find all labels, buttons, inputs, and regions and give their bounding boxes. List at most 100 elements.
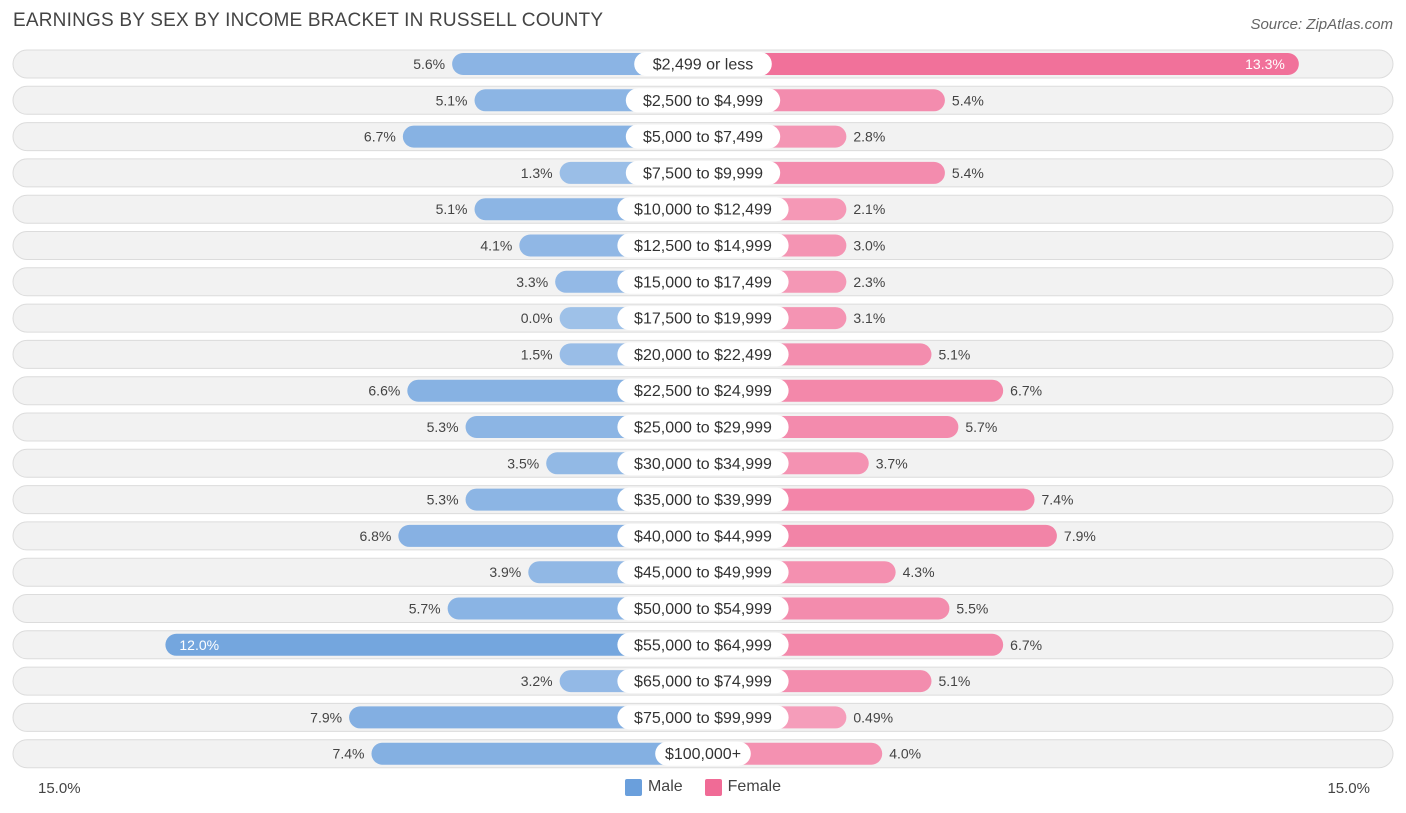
male-value-label: 4.1% bbox=[480, 238, 512, 254]
female-value-label: 2.3% bbox=[853, 274, 885, 290]
male-value-label: 3.9% bbox=[489, 564, 521, 580]
bar-row: 12.0% 6.7% $55,000 to $64,999 bbox=[12, 630, 1394, 660]
legend-swatch-male bbox=[624, 778, 642, 796]
category-label: $55,000 to $64,999 bbox=[634, 637, 772, 654]
category-label: $50,000 to $54,999 bbox=[634, 601, 772, 618]
category-label-background bbox=[617, 560, 789, 585]
category-label: $7,500 to $9,999 bbox=[643, 165, 763, 182]
female-value-label: 0.49% bbox=[853, 709, 893, 725]
category-label-background bbox=[617, 669, 789, 694]
category-label: $12,500 to $14,999 bbox=[634, 238, 772, 255]
female-bar bbox=[703, 524, 1057, 547]
bar-row: 5.1% 5.4% $2,500 to $4,999 bbox=[12, 85, 1394, 115]
category-label-background bbox=[617, 306, 789, 331]
female-value-label: 6.7% bbox=[1010, 637, 1042, 653]
category-label: $40,000 to $44,999 bbox=[634, 528, 772, 545]
male-value-label: 5.1% bbox=[436, 92, 468, 108]
category-label-background bbox=[617, 451, 789, 476]
female-value-label: 3.7% bbox=[876, 455, 908, 471]
source-label: Source: ZipAtlas.com bbox=[1250, 16, 1393, 33]
female-value-label: 5.5% bbox=[956, 601, 988, 617]
female-value-label: 2.8% bbox=[853, 129, 885, 145]
bar-row: 7.9% 0.49% $75,000 to $99,999 bbox=[12, 702, 1394, 732]
bar-row: 5.3% 7.4% $35,000 to $39,999 bbox=[12, 485, 1394, 515]
male-value-label: 5.7% bbox=[409, 601, 441, 617]
male-value-label: 5.3% bbox=[427, 419, 459, 435]
male-value-label: 7.4% bbox=[333, 746, 365, 762]
bar-row: 1.5% 5.1% $20,000 to $22,499 bbox=[12, 339, 1394, 369]
legend-label-male: Male bbox=[647, 778, 683, 795]
bar-row: 5.7% 5.5% $50,000 to $54,999 bbox=[12, 594, 1394, 623]
male-value-label: 3.5% bbox=[507, 455, 539, 471]
category-label-background bbox=[625, 160, 781, 185]
bar-row: 5.1% 2.1% $10,000 to $12,499 bbox=[12, 194, 1394, 224]
category-label-background bbox=[617, 233, 789, 258]
category-label: $20,000 to $22,499 bbox=[634, 347, 772, 364]
category-label: $2,499 or less bbox=[653, 57, 754, 74]
bar-row: 0.0% 3.1% $17,500 to $19,999 bbox=[12, 303, 1394, 333]
female-value-label: 5.1% bbox=[938, 346, 970, 362]
category-label: $17,500 to $19,999 bbox=[634, 311, 772, 328]
female-value-label: 7.4% bbox=[1042, 492, 1074, 508]
bar-row: 6.8% 7.9% $40,000 to $44,999 bbox=[12, 521, 1394, 551]
chart-title: EARNINGS BY SEX BY INCOME BRACKET IN RUS… bbox=[13, 10, 604, 31]
axis-label-right: 15.0% bbox=[1327, 780, 1370, 797]
bar-row: 3.3% 2.3% $15,000 to $17,499 bbox=[12, 267, 1394, 297]
bar-row: 6.7% 2.8% $5,000 to $7,499 bbox=[12, 122, 1394, 152]
category-label: $2,500 to $4,999 bbox=[643, 93, 763, 110]
axis-label-left: 15.0% bbox=[38, 780, 81, 797]
legend-swatch-female bbox=[704, 778, 722, 796]
category-label: $5,000 to $7,499 bbox=[643, 129, 763, 146]
male-value-label: 1.5% bbox=[521, 346, 553, 362]
male-value-label: 5.1% bbox=[436, 201, 468, 217]
male-value-label: 7.9% bbox=[310, 709, 342, 725]
male-value-label: 1.3% bbox=[521, 165, 553, 181]
bar-row: 5.6% 13.3% $2,499 or less bbox=[12, 49, 1394, 79]
male-bar bbox=[371, 742, 703, 765]
male-bar bbox=[165, 633, 703, 656]
category-label-background bbox=[617, 269, 789, 294]
female-value-label: 3.1% bbox=[853, 310, 885, 326]
female-value-label: 6.7% bbox=[1010, 383, 1042, 399]
male-value-label: 0.0% bbox=[521, 310, 553, 326]
bar-row: 3.5% 3.7% $30,000 to $34,999 bbox=[12, 448, 1394, 478]
category-label: $35,000 to $39,999 bbox=[634, 492, 772, 509]
category-label-background bbox=[617, 415, 789, 439]
category-label-background bbox=[655, 741, 751, 766]
bar-row: 6.6% 6.7% $22,500 to $24,999 bbox=[12, 376, 1394, 406]
female-value-label: 5.4% bbox=[952, 165, 984, 181]
category-label: $75,000 to $99,999 bbox=[634, 710, 772, 727]
female-value-label: 13.3% bbox=[1245, 56, 1285, 72]
male-value-label: 5.3% bbox=[427, 492, 459, 508]
legend-item-male[interactable]: Male bbox=[624, 778, 683, 796]
category-label: $30,000 to $34,999 bbox=[634, 456, 772, 473]
category-label-background bbox=[634, 52, 772, 76]
male-bar bbox=[349, 706, 703, 729]
category-label-background bbox=[625, 88, 781, 113]
legend-item-female[interactable]: Female bbox=[704, 778, 782, 796]
male-value-label: 6.6% bbox=[368, 383, 400, 399]
bar-row: 3.2% 5.1% $65,000 to $74,999 bbox=[12, 666, 1394, 696]
female-value-label: 7.9% bbox=[1064, 528, 1096, 544]
legend: Male Female bbox=[0, 778, 1406, 796]
female-value-label: 5.1% bbox=[938, 673, 970, 689]
category-label: $22,500 to $24,999 bbox=[634, 383, 772, 400]
category-label: $65,000 to $74,999 bbox=[634, 674, 772, 691]
male-value-label: 3.2% bbox=[521, 673, 553, 689]
female-value-label: 5.7% bbox=[965, 419, 997, 435]
legend-label-female: Female bbox=[727, 778, 782, 795]
bar-row: 5.3% 5.7% $25,000 to $29,999 bbox=[12, 412, 1394, 442]
category-label-background bbox=[617, 705, 789, 730]
female-value-label: 4.3% bbox=[903, 564, 935, 580]
male-value-label: 5.6% bbox=[413, 56, 445, 72]
female-value-label: 5.4% bbox=[952, 92, 984, 108]
category-label: $45,000 to $49,999 bbox=[634, 565, 772, 582]
male-value-label: 6.8% bbox=[359, 528, 391, 544]
category-label-background bbox=[617, 197, 789, 222]
male-value-label: 3.3% bbox=[516, 274, 548, 290]
bar-row: 4.1% 3.0% $12,500 to $14,999 bbox=[12, 231, 1394, 260]
category-label: $25,000 to $29,999 bbox=[634, 420, 772, 437]
male-value-label: 12.0% bbox=[179, 637, 219, 653]
category-label-background bbox=[617, 487, 789, 512]
